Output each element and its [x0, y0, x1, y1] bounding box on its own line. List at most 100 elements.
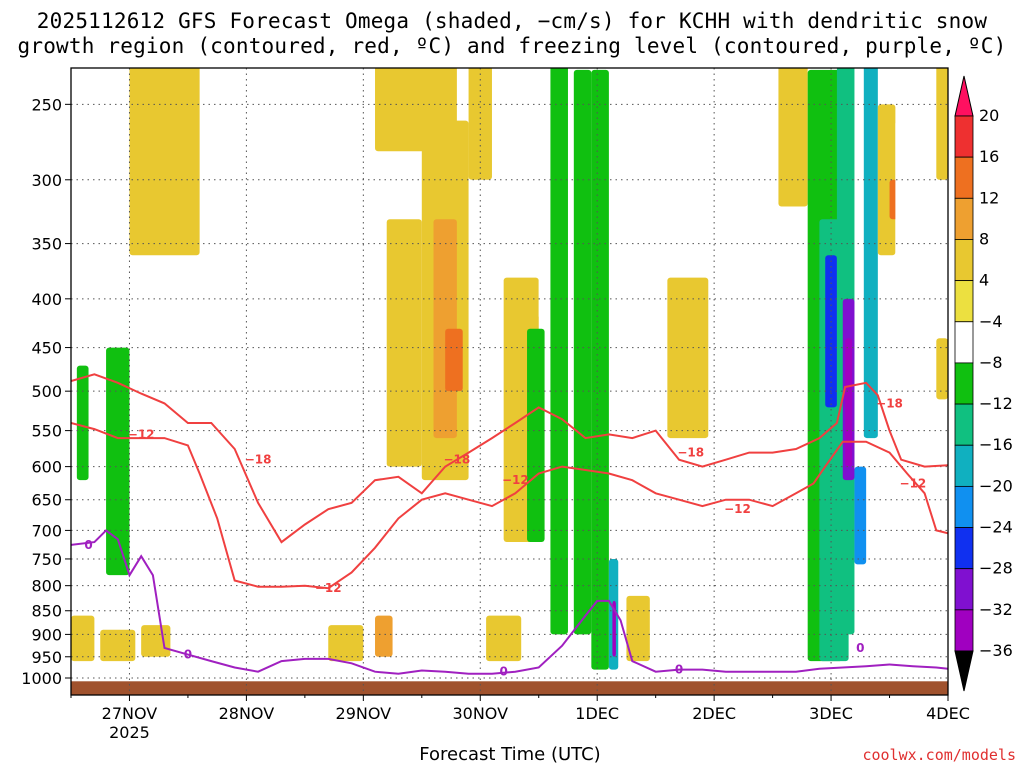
omega-shading-layer	[71, 68, 948, 670]
y-tick-label: 750	[31, 550, 62, 569]
omega-patch	[76, 365, 89, 481]
omega-patch	[106, 347, 130, 576]
contour-label: −18	[245, 453, 272, 467]
colorbar-label: −36	[979, 641, 1013, 660]
x-tick-label: 3DEC	[809, 704, 853, 723]
contour-layer: −18 −18 −18 −18 −12 −12 −12 −12 −12 0 0 0 0 0	[71, 373, 948, 679]
y-tick-label: 600	[31, 458, 62, 477]
contour-line	[71, 529, 948, 675]
colorbar-segment	[954, 444, 974, 487]
y-tick-label: 550	[31, 422, 62, 441]
contour-line	[71, 422, 948, 590]
contour-label: 0	[184, 648, 192, 662]
x-axis-label: Forecast Time (UTC)	[419, 744, 601, 765]
chart-title-line1: 2025112612 GFS Forecast Omega (shaded, −…	[36, 9, 988, 33]
y-tick-label: 1000	[21, 669, 62, 688]
colorbar-label: −20	[979, 476, 1013, 495]
x-tick-label: 27NOV	[102, 704, 158, 723]
omega-patch	[863, 68, 878, 439]
omega-patch	[328, 625, 364, 662]
omega-patch	[293, 423, 317, 467]
contour-label: −18	[443, 453, 470, 467]
omega-patch	[445, 328, 463, 392]
omega-patch	[486, 615, 522, 662]
x-tick-label: 2DEC	[692, 704, 736, 723]
omega-patch	[778, 68, 808, 207]
colorbar-segment	[954, 403, 974, 446]
colorbar-segment	[954, 156, 974, 199]
omega-patch	[100, 629, 136, 662]
colorbar-segment	[954, 197, 974, 240]
contour-label: −12	[128, 427, 155, 441]
omega-patch	[655, 136, 691, 180]
colorbar-label: −24	[979, 518, 1013, 537]
omega-patch	[845, 338, 853, 467]
colorbar-segment	[954, 321, 974, 364]
colorbar-segment	[954, 609, 974, 652]
ground-fill	[71, 681, 948, 695]
y-tick-label: 500	[31, 382, 62, 401]
colorbar-segment	[954, 568, 974, 611]
colorbar-segment	[954, 280, 974, 323]
omega-patch	[731, 68, 767, 207]
y-tick-label: 950	[31, 648, 62, 667]
x-tick-label: 4DEC	[926, 704, 970, 723]
omega-patch	[527, 328, 545, 543]
contour-label: −12	[315, 581, 342, 595]
omega-patch	[258, 374, 288, 494]
colorbar-label: −12	[979, 394, 1013, 413]
omega-patch	[612, 600, 616, 657]
colorbar-label: 20	[979, 106, 999, 125]
colorbar-segment	[954, 485, 974, 528]
contour-label: 0	[675, 663, 683, 677]
omega-patch	[626, 595, 650, 662]
colorbar-label: −32	[979, 600, 1013, 619]
ground-surface	[71, 681, 948, 695]
omega-patch	[591, 69, 609, 670]
omega-patch	[871, 530, 890, 657]
omega-patch	[141, 625, 171, 657]
omega-patch	[375, 615, 393, 657]
omega-patch	[211, 179, 235, 408]
omega-patch	[88, 68, 142, 320]
y-tick-label: 400	[31, 290, 62, 309]
y-tick-label: 300	[31, 171, 62, 190]
omega-patch	[912, 610, 925, 635]
y-tick-label: 850	[31, 602, 62, 621]
y-tick-label: 800	[31, 577, 62, 596]
contour-label: 0	[856, 641, 864, 655]
colorbar-bottom-triangle	[954, 650, 974, 692]
omega-patch	[626, 68, 656, 320]
colorbar-top-triangle	[954, 75, 974, 117]
site-credit[interactable]: coolwx.com/models	[862, 746, 1016, 764]
omega-patch	[825, 255, 837, 408]
colorbar-label: −28	[979, 559, 1013, 578]
omega-patch	[743, 466, 779, 662]
contour-label: −12	[502, 473, 529, 487]
colorbar-label: −8	[979, 353, 1003, 372]
chart-title-line2: growth region (contoured, red, ºC) and f…	[17, 34, 1007, 58]
contour-label: −12	[900, 477, 927, 491]
colorbar-segment	[954, 115, 974, 158]
omega-patch	[328, 68, 352, 220]
y-tick-label: 900	[31, 625, 62, 644]
omega-patch	[667, 277, 709, 439]
contour-label: −12	[724, 502, 751, 516]
contour-label: 0	[84, 538, 92, 552]
y-tick-label: 450	[31, 339, 62, 358]
y-tick-label: 650	[31, 491, 62, 510]
omega-patch	[433, 219, 457, 439]
omega-patch	[854, 466, 867, 565]
colorbar: 20 16 12 8 4 −4 −8 −12 −16 −20 −24 −28 −32 −36	[954, 75, 1013, 692]
x-year-label: 2025	[109, 723, 150, 742]
omega-patch	[550, 68, 568, 635]
y-tick-label: 350	[31, 235, 62, 254]
colorbar-label: 4	[979, 271, 989, 290]
x-axis-ticks: 27NOV 28NOV 29NOV 30NOV 1DEC 2DEC 3DEC 4DEC 2025	[70, 695, 970, 742]
colorbar-label: −4	[979, 312, 1003, 331]
x-tick-label: 30NOV	[452, 704, 508, 723]
contour-line	[71, 373, 948, 544]
y-tick-label: 250	[31, 95, 62, 114]
omega-patch	[386, 219, 422, 467]
